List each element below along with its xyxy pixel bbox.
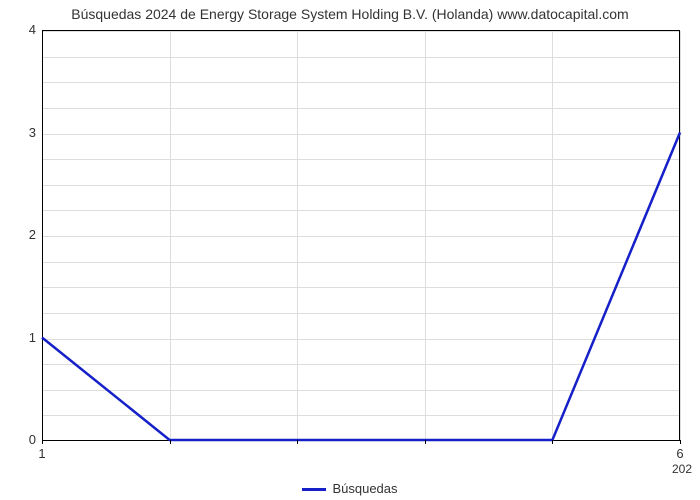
x-tick-mark [170,440,171,444]
y-tick-label: 2 [0,227,36,242]
x-tick-mark [680,440,681,444]
data-series-line [42,30,680,440]
y-tick-label: 0 [0,432,36,447]
series-polyline [42,133,680,441]
legend-swatch [302,488,326,491]
gridline-vertical [680,31,681,440]
x-tick-label: 6 [676,446,683,461]
chart-container: Búsquedas 2024 de Energy Storage System … [0,0,700,500]
x-tick-label: 1 [38,446,45,461]
y-tick-label: 4 [0,22,36,37]
x-tick-mark [42,440,43,444]
y-tick-label: 1 [0,330,36,345]
x-tick-mark [552,440,553,444]
legend-label: Búsquedas [332,481,397,496]
x-axis-right-label: 202 [672,462,692,476]
x-tick-mark [425,440,426,444]
chart-title: Búsquedas 2024 de Energy Storage System … [0,6,700,22]
x-tick-mark [297,440,298,444]
y-tick-label: 3 [0,125,36,140]
legend: Búsquedas [0,481,700,496]
